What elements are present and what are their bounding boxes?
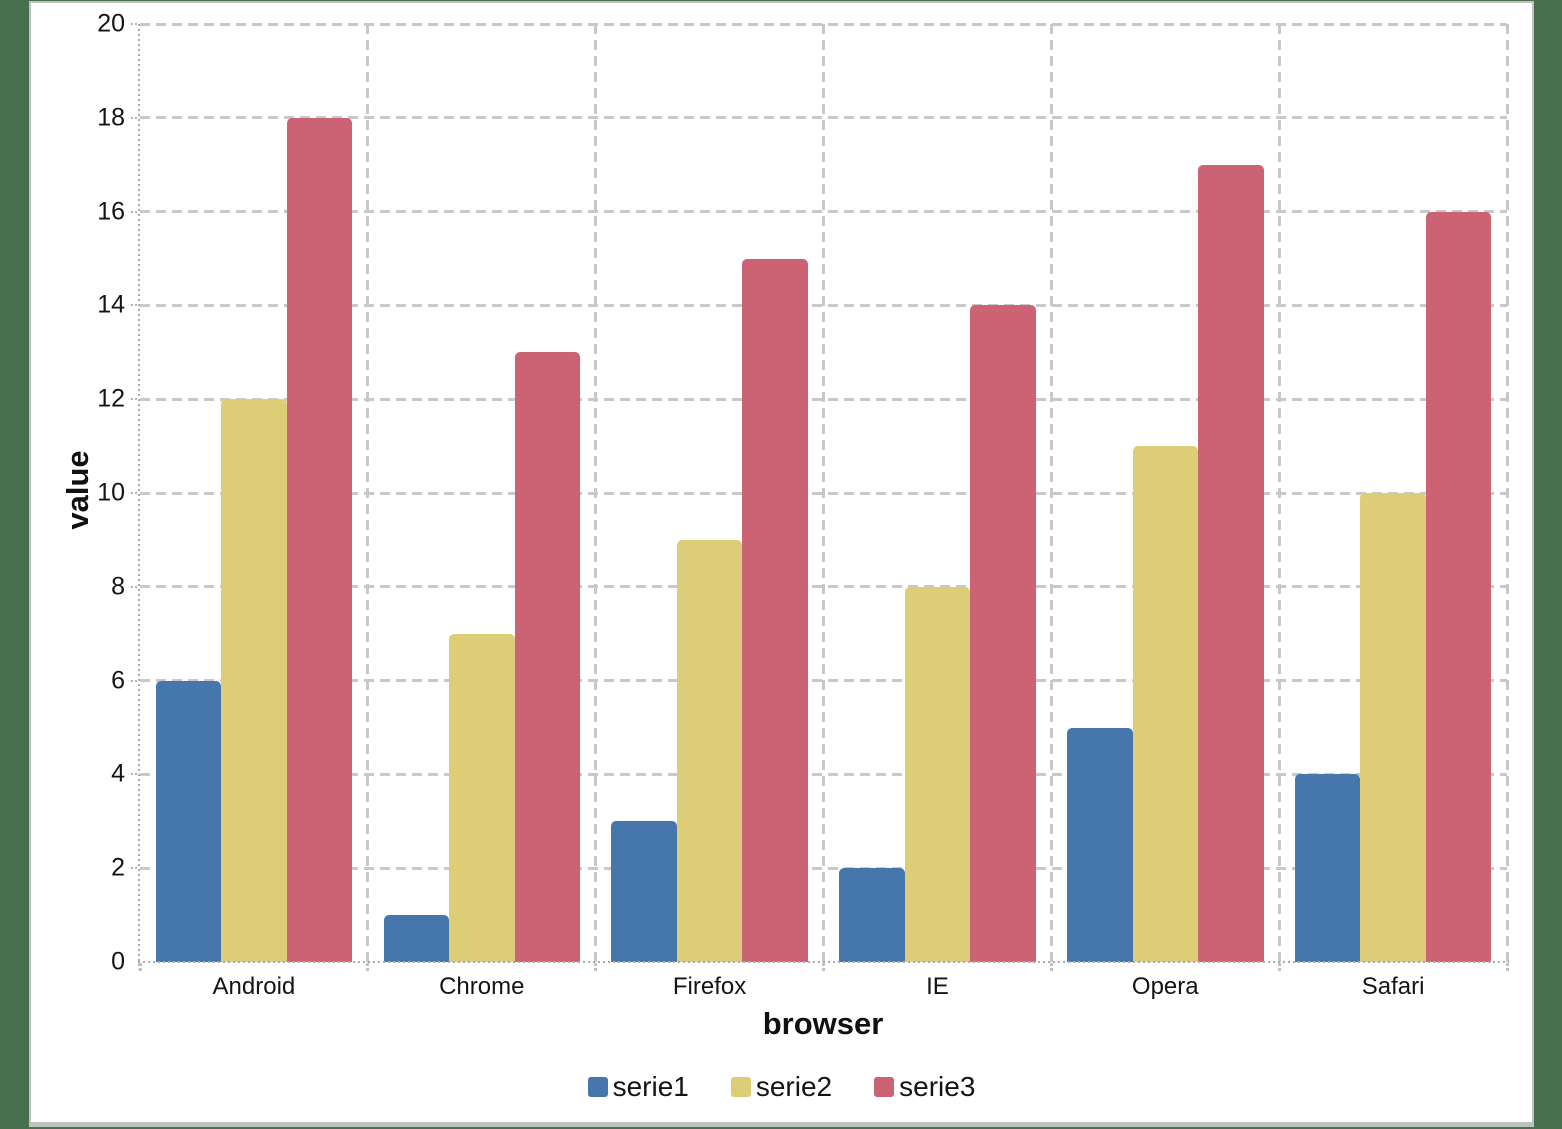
y-axis-tick: [131, 492, 138, 494]
legend-item: serie3: [874, 1071, 975, 1103]
x-axis-tick: [822, 963, 825, 972]
legend-swatch-serie3: [874, 1077, 895, 1097]
y-axis-tick: [131, 585, 138, 588]
legend-swatch-serie1: [587, 1077, 608, 1097]
bar-serie2-android: [221, 399, 287, 962]
y-axis-tick-label: 10: [97, 478, 125, 507]
gridline-vertical: [822, 24, 825, 962]
y-axis-tick: [131, 210, 138, 213]
gridline-vertical: [1049, 24, 1053, 962]
y-axis-tick-label: 12: [97, 384, 125, 413]
legend-item: serie1: [587, 1071, 689, 1103]
bar-serie3-opera: [1198, 164, 1264, 962]
y-axis-tick: [131, 304, 138, 307]
gridline-vertical: [594, 24, 598, 962]
x-axis-category-label: Safari: [1361, 973, 1425, 1000]
x-axis-tick: [1277, 963, 1281, 972]
legend-item: serie2: [730, 1071, 833, 1103]
y-axis-tick-label: 14: [97, 290, 125, 319]
chart-panel: value 0 2 4 6 8 10 12 14 16 18 20 Android Chrome Fir…: [29, 1, 1534, 1127]
x-axis-line: [138, 961, 1509, 963]
y-axis-tick-label: 18: [97, 103, 125, 132]
bar-serie3-ie: [970, 305, 1036, 962]
x-axis-title: browser: [762, 1006, 884, 1041]
y-axis-tick: [131, 773, 138, 776]
gridline-vertical: [1277, 24, 1281, 962]
bar-serie2-ie: [904, 586, 971, 962]
bar-serie2-opera: [1132, 446, 1198, 962]
y-axis-line: [138, 24, 140, 970]
legend-label: serie3: [899, 1071, 976, 1102]
bar-serie1-safari: [1294, 774, 1361, 962]
x-axis-category-label: Opera: [1131, 973, 1199, 1000]
bar-serie1-chrome: [383, 915, 449, 962]
gridline-vertical: [366, 24, 370, 962]
y-axis-tick-label: 2: [111, 853, 125, 882]
bar-serie2-safari: [1360, 493, 1426, 962]
bar-serie1-opera: [1067, 727, 1133, 962]
x-axis-tick: [1049, 963, 1053, 972]
y-axis-tick-label: 20: [97, 9, 125, 38]
y-axis-tick-label: 4: [111, 759, 125, 788]
x-axis-category-label: Android: [212, 973, 296, 1000]
x-axis-tick: [366, 963, 370, 972]
x-axis-tick: [594, 963, 598, 972]
bar-serie3-chrome: [514, 352, 580, 962]
legend-label: serie1: [612, 1071, 689, 1102]
plot-area: [131, 22, 1509, 972]
bar-serie1-android: [155, 680, 222, 962]
y-axis-tick-label: 8: [111, 572, 125, 601]
bar-serie2-chrome: [449, 633, 515, 962]
bar-serie3-safari: [1425, 211, 1492, 962]
y-axis-tick: [131, 398, 138, 401]
gridline-vertical: [1505, 24, 1509, 962]
y-axis-tick: [131, 23, 138, 25]
x-axis-category-label: Chrome: [439, 973, 525, 1000]
x-axis-tick: [138, 963, 142, 972]
y-axis-tick-labels: 0 2 4 6 8 10 12 14 16 18 20: [31, 10, 125, 976]
bar-serie1-ie: [839, 868, 905, 962]
y-axis-tick: [131, 116, 138, 119]
legend: serie1 serie2 serie3: [31, 1071, 1532, 1103]
y-axis-tick-label: 16: [97, 197, 125, 226]
y-axis-tick: [131, 867, 138, 870]
legend-swatch-serie2: [730, 1077, 751, 1097]
bar-serie3-android: [286, 117, 353, 962]
bar-serie1-firefox: [611, 821, 677, 962]
x-axis-category-label: IE: [926, 973, 949, 1000]
x-axis-category-label: Firefox: [672, 973, 747, 1000]
x-axis-category-labels: Android Chrome Firefox IE Opera Safari: [140, 969, 1507, 1001]
y-axis-tick-label: 6: [111, 666, 125, 695]
bar-serie2-firefox: [676, 539, 743, 962]
y-axis-tick-label: 0: [111, 947, 125, 976]
x-axis-tick: [1505, 963, 1509, 972]
bar-serie3-firefox: [742, 258, 808, 962]
legend-label: serie2: [755, 1071, 833, 1102]
y-axis-tick: [131, 679, 138, 682]
